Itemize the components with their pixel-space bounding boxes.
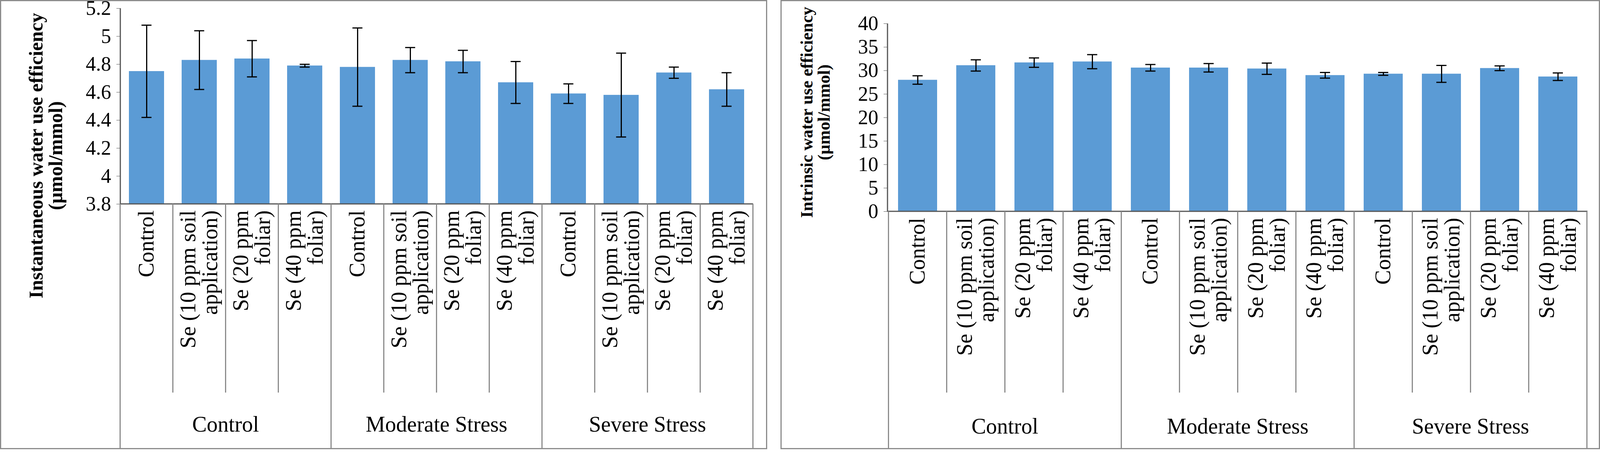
svg-text:Intrinsic water use efficiency: Intrinsic water use efficiency(µmol/mmol…	[797, 6, 834, 218]
svg-text:Se (40 ppmfoliar): Se (40 ppmfoliar)	[492, 210, 539, 312]
svg-text:Se (40 ppmfoliar): Se (40 ppmfoliar)	[281, 210, 328, 312]
svg-text:35: 35	[858, 35, 879, 58]
svg-text:Control: Control	[133, 210, 159, 278]
svg-text:Se (20 ppmfoliar): Se (20 ppmfoliar)	[1243, 217, 1290, 319]
svg-text:Se (40 ppmfoliar): Se (40 ppmfoliar)	[1301, 217, 1349, 319]
svg-text:4.8: 4.8	[85, 52, 112, 75]
svg-text:Control: Control	[555, 210, 581, 278]
svg-text:Se (40 ppmfoliar): Se (40 ppmfoliar)	[1534, 217, 1581, 319]
svg-text:Instantaneous water use effici: Instantaneous water use efficiency(µmol/…	[25, 12, 67, 299]
svg-text:15: 15	[858, 129, 879, 152]
svg-text:Control: Control	[344, 210, 370, 278]
svg-text:10: 10	[858, 153, 879, 176]
svg-text:0: 0	[868, 200, 879, 223]
svg-text:Severe Stress: Severe Stress	[1411, 414, 1529, 439]
svg-text:20: 20	[858, 106, 879, 129]
svg-text:Control: Control	[192, 412, 259, 437]
svg-text:25: 25	[858, 82, 879, 106]
svg-text:3.8: 3.8	[85, 192, 112, 215]
svg-text:5.2: 5.2	[85, 0, 112, 20]
svg-text:Se (40 ppmfoliar): Se (40 ppmfoliar)	[703, 210, 750, 312]
svg-text:4.4: 4.4	[85, 108, 112, 131]
svg-text:Se (40 ppmfoliar): Se (40 ppmfoliar)	[1068, 217, 1116, 319]
svg-text:Se (10 ppm soilapplication): Se (10 ppm soilapplication)	[386, 210, 434, 349]
svg-text:5: 5	[101, 25, 112, 48]
svg-text:4: 4	[101, 164, 112, 188]
svg-text:Se (10 ppm soilapplication): Se (10 ppm soilapplication)	[597, 210, 645, 349]
svg-text:4.2: 4.2	[85, 136, 112, 159]
svg-text:5: 5	[868, 176, 879, 199]
svg-text:Control: Control	[1137, 217, 1163, 285]
svg-text:Se (20 ppmfoliar): Se (20 ppmfoliar)	[228, 210, 275, 312]
svg-text:40: 40	[858, 12, 879, 35]
svg-text:Se (20 ppmfoliar): Se (20 ppmfoliar)	[1476, 217, 1523, 319]
svg-text:Se (10 ppm soilapplication): Se (10 ppm soilapplication)	[1185, 217, 1232, 356]
svg-text:Se (10 ppm soilapplication): Se (10 ppm soilapplication)	[1417, 217, 1465, 356]
svg-text:Se (10 ppm soilapplication): Se (10 ppm soilapplication)	[952, 217, 999, 356]
svg-text:30: 30	[858, 58, 879, 82]
svg-text:Moderate Stress: Moderate Stress	[1166, 414, 1309, 439]
svg-text:Moderate Stress: Moderate Stress	[365, 412, 508, 437]
svg-text:Se (20 ppmfoliar): Se (20 ppmfoliar)	[1010, 217, 1058, 319]
svg-text:4.6: 4.6	[85, 80, 112, 104]
svg-text:Control: Control	[971, 414, 1039, 439]
svg-text:Se (20 ppmfoliar): Se (20 ppmfoliar)	[650, 210, 697, 312]
svg-text:Control: Control	[905, 217, 930, 285]
svg-text:Se (20 ppmfoliar): Se (20 ppmfoliar)	[439, 210, 486, 312]
svg-text:Control: Control	[1370, 217, 1395, 285]
svg-text:Se (10 ppm soilapplication): Se (10 ppm soilapplication)	[175, 210, 223, 349]
svg-text:Severe Stress: Severe Stress	[588, 412, 706, 437]
